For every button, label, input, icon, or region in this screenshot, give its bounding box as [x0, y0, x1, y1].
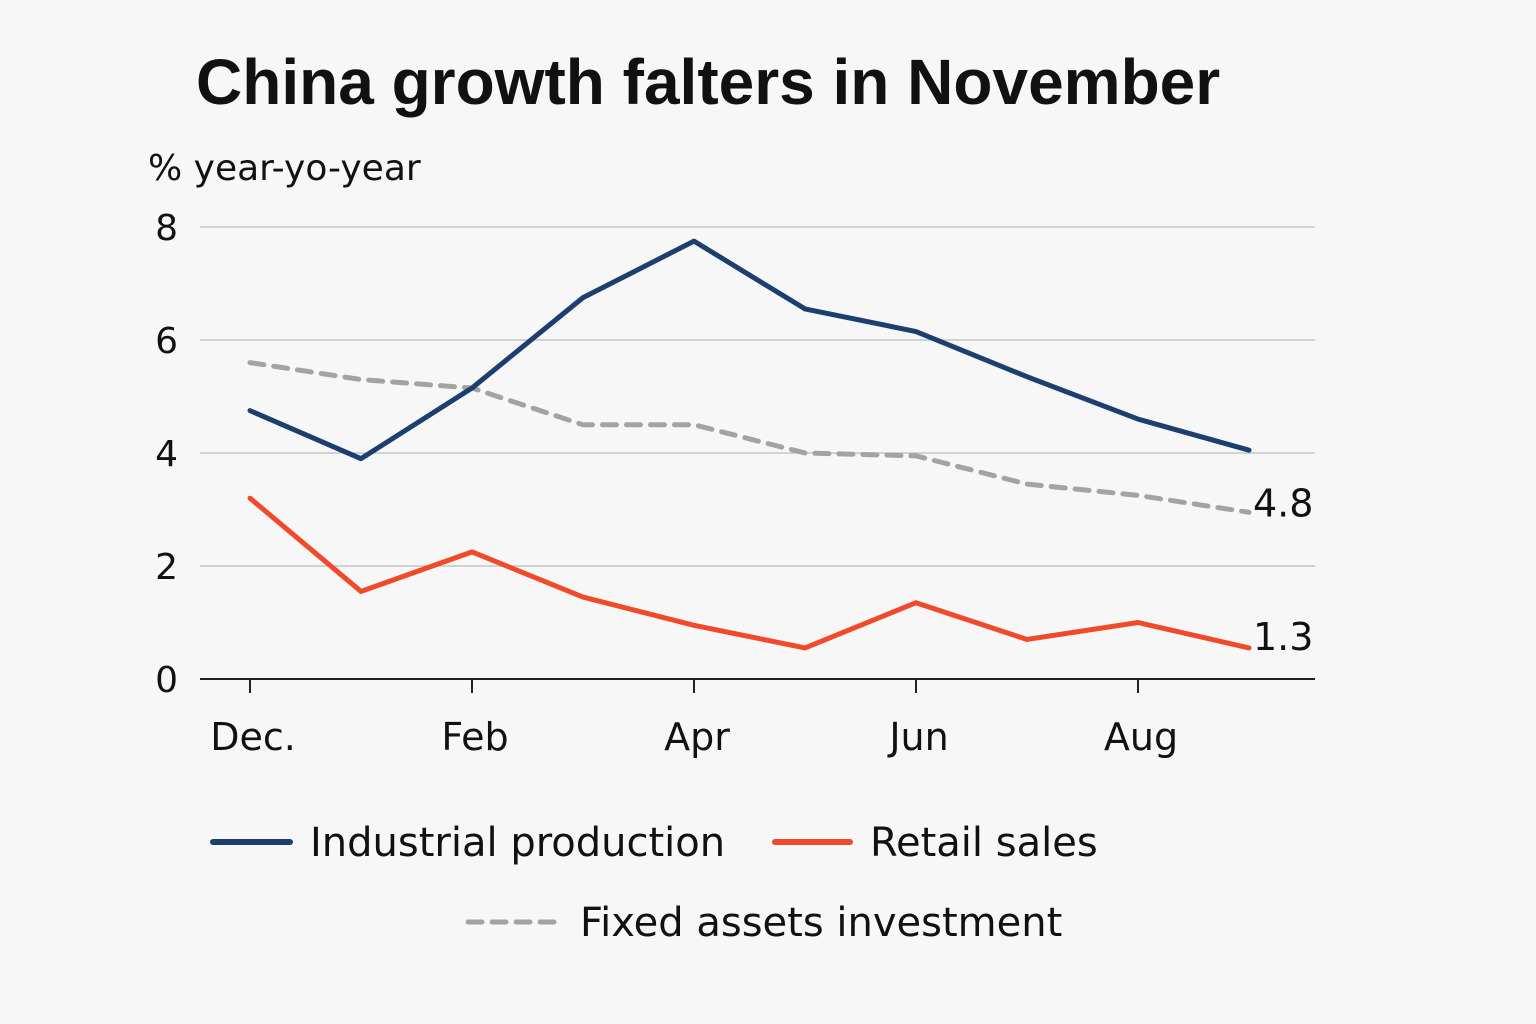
y-axis-ticks: 0 2 4 6 8	[155, 208, 178, 701]
y-tick-label: 0	[155, 660, 178, 701]
end-value-label: 1.3	[1253, 615, 1313, 659]
series-line-retail-sales	[247, 495, 1252, 651]
x-tick-label: Aug	[1104, 715, 1178, 759]
chart-title: China growth falters in November	[196, 46, 1220, 118]
x-tick-label: Dec.	[210, 715, 296, 759]
gridlines	[200, 226, 1315, 567]
y-tick-label: 4	[155, 434, 178, 475]
series-line-industrial-production	[247, 238, 1252, 462]
legend: Industrial production Retail sales Fixed a…	[210, 820, 1098, 946]
y-tick-label: 6	[155, 321, 178, 362]
y-axis-unit-label: % year-yo-year	[148, 148, 421, 189]
x-tick-label: Feb	[441, 715, 508, 759]
legend-label: Retail sales	[870, 820, 1098, 866]
x-tick-label: Jun	[887, 715, 948, 759]
end-value-label: 4.8	[1253, 481, 1313, 525]
series-lines	[247, 238, 1252, 651]
x-tick-label: Apr	[664, 715, 730, 759]
x-axis-ticks: Dec. Feb Apr Jun Aug	[210, 679, 1178, 759]
legend-item: Industrial production	[210, 820, 725, 866]
y-tick-label: 2	[155, 547, 178, 588]
end-value-labels: 1.3 4.8	[1253, 481, 1313, 659]
legend-item: Fixed assets investment	[465, 900, 1062, 946]
legend-label: Fixed assets investment	[580, 900, 1062, 946]
y-tick-label: 8	[155, 208, 178, 249]
series-line-fixed-assets-investment	[247, 360, 1252, 515]
legend-item: Retail sales	[772, 820, 1098, 866]
legend-label: Industrial production	[310, 820, 725, 866]
